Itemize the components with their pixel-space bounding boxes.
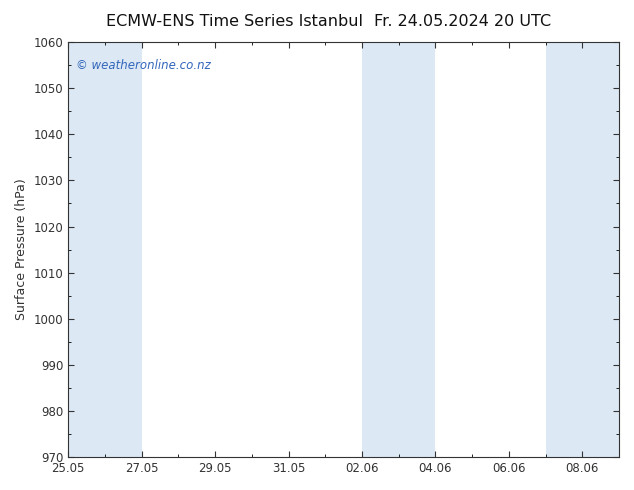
Bar [399,42,436,457]
Text: ECMW-ENS Time Series Istanbul: ECMW-ENS Time Series Istanbul [106,14,363,29]
Bar [362,42,399,457]
Text: Fr. 24.05.2024 20 UTC: Fr. 24.05.2024 20 UTC [374,14,552,29]
Text: © weatheronline.co.nz: © weatheronline.co.nz [77,59,211,72]
Y-axis label: Surface Pressure (hPa): Surface Pressure (hPa) [15,179,28,320]
Bar [582,42,619,457]
Bar [545,42,582,457]
Bar [68,42,141,457]
